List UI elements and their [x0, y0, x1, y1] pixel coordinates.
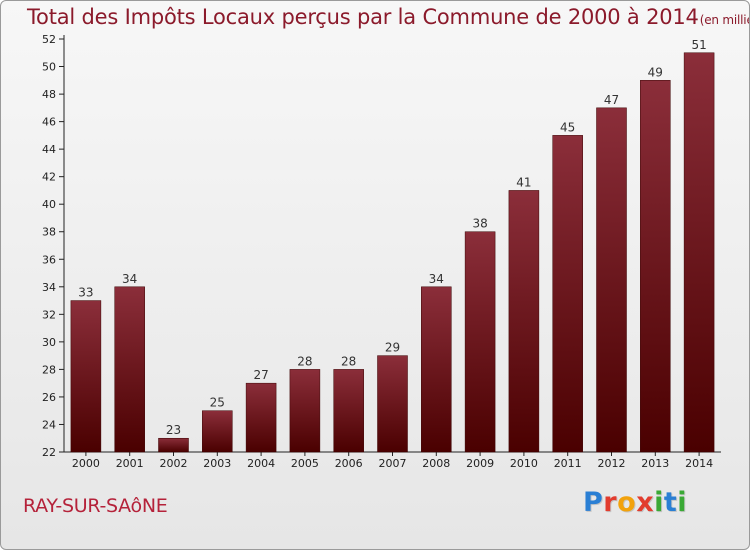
y-tick-label: 50	[42, 61, 56, 74]
bar-value-label: 27	[253, 368, 268, 382]
x-tick-label: 2001	[116, 457, 144, 470]
logo-letter: P	[583, 487, 604, 518]
y-tick-label: 34	[42, 281, 56, 294]
y-tick-label: 22	[42, 446, 56, 459]
x-tick-label: 2002	[160, 457, 188, 470]
y-tick-label: 30	[42, 336, 56, 349]
y-tick-label: 48	[42, 88, 56, 101]
x-tick-label: 2013	[641, 457, 669, 470]
bar	[158, 437, 189, 453]
bar	[683, 52, 715, 453]
bar	[508, 190, 540, 453]
bar-value-label: 49	[648, 65, 663, 79]
chart-unit: (en milliers d'€)	[699, 13, 749, 27]
proxiti-logo[interactable]: Proxiti	[583, 487, 687, 518]
x-tick-label: 2006	[335, 457, 363, 470]
bar	[245, 382, 277, 453]
y-tick-label: 40	[42, 198, 56, 211]
bar-value-label: 33	[78, 286, 93, 300]
logo-letter: x	[636, 487, 655, 518]
x-tick-label: 2008	[422, 457, 450, 470]
x-tick-label: 2004	[247, 457, 275, 470]
bar-value-label: 28	[341, 354, 356, 368]
bar-value-label: 45	[560, 120, 575, 134]
bar-value-label: 23	[166, 423, 181, 437]
bar	[114, 286, 145, 453]
bar-value-label: 41	[516, 175, 531, 189]
x-tick-label: 2011	[554, 457, 582, 470]
x-tick-label: 2014	[685, 457, 713, 470]
y-tick-label: 52	[42, 33, 56, 46]
bar	[70, 300, 102, 453]
y-tick-label: 42	[42, 171, 56, 184]
x-tick-label: 2009	[466, 457, 494, 470]
y-tick-label: 46	[42, 116, 56, 129]
logo-letter: o	[617, 487, 637, 518]
x-tick-label: 2010	[510, 457, 538, 470]
bar-value-label: 28	[297, 354, 312, 368]
bar	[421, 286, 452, 453]
x-tick-label: 2012	[598, 457, 626, 470]
chart-title-text: Total des Impôts Locaux perçus par la Co…	[27, 5, 699, 29]
bar	[377, 355, 408, 453]
commune-name: RAY-SUR-SAôNE	[23, 495, 168, 517]
bar	[202, 410, 233, 453]
y-tick-label: 32	[42, 308, 56, 321]
bar	[552, 135, 583, 453]
bar	[289, 369, 321, 453]
bar-value-label: 34	[122, 272, 137, 286]
x-tick-label: 2003	[203, 457, 231, 470]
bar-value-label: 38	[472, 217, 487, 231]
x-tick-label: 2007	[379, 457, 407, 470]
logo-letter: i	[654, 487, 664, 518]
x-tick-label: 2000	[72, 457, 100, 470]
logo-letter: i	[677, 487, 688, 518]
bar-value-label: 29	[385, 341, 400, 355]
y-tick-label: 28	[42, 363, 56, 376]
y-tick-label: 24	[42, 418, 56, 431]
bar-value-label: 34	[429, 272, 444, 286]
bar	[640, 80, 671, 453]
chart-title: Total des Impôts Locaux perçus par la Co…	[27, 5, 749, 29]
y-tick-label: 26	[42, 391, 56, 404]
bar	[333, 369, 364, 453]
bar	[464, 231, 496, 453]
logo-letter: t	[663, 487, 678, 518]
bar-value-label: 25	[210, 396, 225, 410]
x-tick-label: 2005	[291, 457, 319, 470]
bar-value-label: 47	[604, 93, 619, 107]
y-tick-label: 36	[42, 253, 56, 266]
bar	[596, 107, 627, 453]
logo-letter: r	[603, 487, 618, 518]
y-tick-label: 38	[42, 226, 56, 239]
y-tick-label: 44	[42, 143, 56, 156]
bar-value-label: 51	[691, 38, 706, 52]
